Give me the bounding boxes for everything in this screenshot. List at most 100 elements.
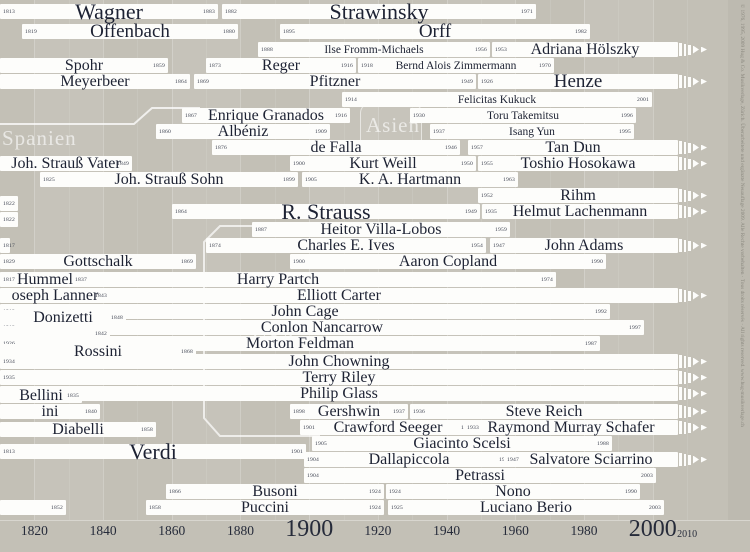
timeline-bar[interactable]: 1813 1901 Verdi [0, 439, 306, 464]
timeline-bar[interactable]: 1947 John Adams [490, 237, 707, 254]
timeline-bar[interactable]: 1882 1971 Strawinsky [222, 0, 536, 24]
open-ended-arrow-icon [678, 42, 718, 57]
timeline-bar[interactable]: 1819 1880 Offenbach [22, 21, 238, 42]
timeline-bar[interactable]: 1864 Meyerbeer [0, 73, 190, 90]
timeline-bar[interactable]: 1874 1954 Charles E. Ives [206, 237, 486, 254]
bar-start-year: 1819 [25, 28, 37, 35]
bar-end-year: 1959 [495, 226, 507, 233]
bar-start-year: 1957 [471, 144, 483, 151]
axis-tick-2000: 2000 [628, 516, 677, 542]
gridline-2010 [687, 0, 689, 520]
composer-name: Toru Takemitsu [487, 109, 559, 122]
timeline-bar[interactable]: 1905 1963 K. A. Hartmann [302, 171, 518, 188]
open-ended-arrow-icon [678, 386, 718, 401]
composer-name: de Falla [310, 138, 362, 156]
bar-start-year: 1947 [507, 456, 519, 463]
copyright-text: © 1976, 1995, 2009 Hug & Co. Musikverlag… [739, 4, 745, 427]
timeline-bar[interactable]: 1924 1990 Nono [386, 483, 640, 500]
timeline-bar[interactable]: 19011953Crawford Seeger [300, 419, 476, 436]
timeline-bar[interactable]: 1905 1988 Giacinto Scelsi [312, 435, 612, 452]
bar-end-year: 2003 [641, 472, 653, 479]
timeline-bar[interactable]: 1869 1949 Pfitzner [194, 73, 476, 90]
timeline-bar[interactable]: 1858 1924 Puccini [146, 499, 384, 516]
bar-start-year: 1900 [293, 258, 305, 265]
bar-start-year: 1898 [293, 408, 305, 415]
timeline-bar[interactable]: 1887 1959 Heitor Villa-Lobos [252, 221, 510, 238]
bar-end-year: 1992 [595, 308, 607, 315]
timeline-bar[interactable]: 1867 1916 Enrique Granados [182, 107, 350, 124]
gridline-1990 [618, 0, 620, 520]
timeline-bar[interactable]: 1822 [0, 212, 18, 227]
timeline-bar[interactable]: 1925 2003 Luciano Berio [388, 498, 664, 516]
timeline-bar[interactable]: 1900 1990 Aaron Copland [290, 253, 606, 270]
bar-end-year: 1859 [153, 62, 165, 69]
timeline-bar[interactable]: 1866 1924 Busoni [166, 483, 384, 500]
timeline-bar[interactable]: 1817 1837 Hummel [0, 270, 90, 288]
open-ended-arrow-icon [678, 370, 718, 385]
bar-end-year: 1949 [465, 208, 477, 215]
timeline-bar[interactable]: 19011974Harry Partch [0, 271, 556, 288]
timeline-bar[interactable]: 1933 Raymond Murray Schafer [464, 418, 707, 436]
timeline-bar[interactable]: 1852 [0, 500, 66, 515]
bar-end-year: 2003 [649, 504, 661, 511]
timeline-bar[interactable]: 1868 Rossini [0, 343, 196, 360]
bar-start-year: 1825 [43, 176, 55, 183]
timeline-bar[interactable]: 1957 Tan Dun [468, 139, 707, 156]
timeline-bar[interactable]: 1835 Bellini [0, 387, 82, 404]
composer-name: John Chowning [288, 352, 390, 370]
timeline-bar[interactable]: 1900 1950 Kurt Weill [290, 155, 476, 172]
timeline-bar[interactable]: 1817 [0, 238, 15, 253]
timeline-bar[interactable]: 1935 Helmut Lachenmann [482, 203, 707, 220]
timeline-bar[interactable]: 1947 Salvatore Sciarrino [504, 451, 707, 468]
composer-name: Petrassi [455, 466, 505, 484]
timeline-bar[interactable]: 1813 1883 Wagner [0, 0, 218, 24]
timeline-bar[interactable]: 1926 Henze [478, 71, 707, 92]
timeline-bar[interactable]: 1843 oseph Lanner [0, 287, 110, 304]
timeline-bar[interactable]: 1858 Diabelli [0, 421, 156, 438]
timeline-bar[interactable]: 1829 1869 Gottschalk [0, 253, 196, 270]
timeline-bar[interactable]: 1898 1937 Gershwin [290, 403, 408, 420]
composer-name: Hummel [17, 270, 73, 288]
bar-end-year: 1868 [181, 348, 193, 355]
timeline-bar[interactable]: 1936 Steve Reich [410, 402, 707, 420]
timeline-bar[interactable]: 1937 1995 Isang Yun [430, 124, 634, 139]
timeline-bar[interactable]: 1848 Donizetti [0, 309, 126, 326]
bar-end-year: 1864 [175, 78, 187, 85]
timeline-bar[interactable]: 1937Philip Glass [0, 385, 707, 402]
composer-name: Raymond Murray Schafer [487, 418, 655, 436]
timeline-bar[interactable]: 1840 ini [0, 403, 100, 420]
timeline-bar[interactable]: 1825 1899 Joh. Strauß Sohn [40, 171, 298, 188]
bar-start-year: 1953 [495, 46, 507, 53]
timeline-bar[interactable]: 1952 Rihm [478, 187, 707, 204]
timeline-bar[interactable]: 1860 1909 Albéniz [156, 123, 330, 140]
timeline-bar[interactable]: 1864 1949 R. Strauss [172, 199, 480, 224]
bar-end-year: 1843 [95, 292, 107, 299]
timeline-bar[interactable]: 1908Elliott Carter [0, 287, 707, 304]
timeline-bar[interactable]: 1904 2003 Petrassi [304, 466, 656, 484]
open-ended-arrow-icon [678, 452, 718, 467]
axis-tick-1880: 1880 [226, 523, 254, 538]
bar-start-year: 1895 [283, 28, 295, 35]
timeline-bar[interactable]: 1895 1982 Orff [280, 21, 590, 42]
timeline-bar[interactable]: 1842 [0, 326, 110, 341]
timeline-bar[interactable]: 1914 2001 Felicitas Kukuck [342, 92, 652, 107]
timeline-bar[interactable]: 19121992John Cage [0, 303, 610, 320]
timeline-bar[interactable]: 1935 Terry Riley [0, 369, 707, 386]
timeline-bar[interactable]: 1930 1996 Toru Takemitsu [410, 108, 636, 123]
bar-end-year: 1848 [111, 314, 123, 321]
timeline-bar[interactable]: 19041975Dallapiccola [304, 451, 514, 468]
timeline-bar[interactable]: 1859 Spohr [0, 57, 168, 74]
timeline-bar[interactable]: 1822 [0, 196, 18, 211]
composer-name: Steve Reich [505, 402, 583, 420]
timeline-bar[interactable]: 1953 Adriana Hölszky [492, 41, 707, 58]
timeline-bar[interactable]: 1888 1956 Ilse Fromm-Michaels [258, 42, 490, 57]
timeline-bar[interactable]: 1876 1946 de Falla [212, 138, 460, 156]
year-axis: 1820 1840 1860 1880 1900 1920 1940 1960 1980 2000… [0, 516, 750, 552]
timeline-bar[interactable]: 1918 1970 Bernd Alois Zimmermann [358, 58, 554, 73]
timeline-bar[interactable]: 1955 Toshio Hosokawa [478, 155, 707, 172]
bar-end-year: 1924 [369, 488, 381, 495]
composer-name: Luciano Berio [480, 498, 572, 516]
bar-start-year: 1926 [3, 341, 15, 347]
timeline-bar[interactable]: 1873 1916 Reger [206, 57, 356, 74]
timeline-bar[interactable]: 1849 Joh. Strauß Vater [0, 155, 132, 172]
